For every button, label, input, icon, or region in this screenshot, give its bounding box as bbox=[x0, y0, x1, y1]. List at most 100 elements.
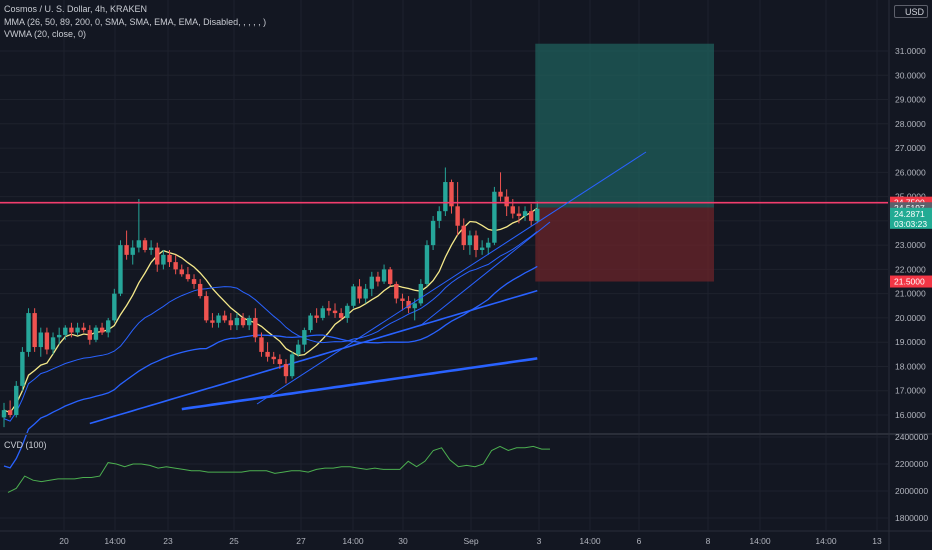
trendline-lower[interactable] bbox=[419, 221, 551, 327]
candle-down bbox=[155, 247, 160, 265]
candle-down bbox=[326, 308, 332, 311]
candle-up bbox=[56, 334, 62, 338]
grid bbox=[0, 0, 888, 530]
candle-up bbox=[418, 283, 424, 304]
candle-down bbox=[191, 279, 197, 284]
target-price-tag: 21.5000 bbox=[890, 275, 932, 288]
time-tick-label: 23 bbox=[163, 536, 173, 546]
candle-up bbox=[161, 254, 166, 265]
long-position-target-zone[interactable] bbox=[535, 43, 714, 208]
candle-up bbox=[486, 242, 491, 248]
candle-up bbox=[302, 330, 307, 345]
currency-button[interactable]: USD bbox=[894, 5, 928, 18]
candle-up bbox=[216, 315, 221, 323]
candle-up bbox=[535, 208, 540, 221]
candle-down bbox=[44, 332, 50, 350]
price-tick-label: 29.0000 bbox=[895, 95, 926, 105]
candle-up bbox=[351, 286, 356, 306]
candle-down bbox=[179, 269, 184, 275]
vwma-legend[interactable]: VWMA (20, close, 0) bbox=[4, 29, 87, 39]
cvd-axis[interactable]: 2400000 2200000 2000000 1800000 bbox=[895, 432, 928, 523]
target-price-tag-text: 21.5000 bbox=[894, 277, 925, 287]
current-price-tag-text: 03:03:23 bbox=[894, 219, 927, 229]
candle-down bbox=[253, 317, 258, 338]
price-tick-label: 19.0000 bbox=[895, 337, 926, 347]
candle-up bbox=[430, 220, 436, 246]
candle-up bbox=[522, 211, 528, 217]
candle-down bbox=[283, 364, 289, 377]
candle-down bbox=[222, 315, 227, 321]
time-tick-label: Sep bbox=[463, 536, 478, 546]
cvd-tick-label: 2200000 bbox=[895, 459, 928, 469]
cvd-line bbox=[7, 445, 550, 493]
candle-up bbox=[26, 313, 31, 352]
cvd-legend[interactable]: CVD (100) bbox=[4, 440, 47, 450]
candle-down bbox=[277, 359, 283, 365]
candle-up bbox=[247, 317, 252, 326]
candle-down bbox=[400, 298, 405, 301]
candle-up bbox=[130, 247, 135, 255]
candle-down bbox=[142, 240, 148, 250]
candle-up bbox=[412, 303, 417, 309]
candle-up bbox=[296, 344, 301, 355]
vwma-line bbox=[3, 207, 538, 414]
time-tick-label: 27 bbox=[296, 536, 306, 546]
time-tick-label: 3 bbox=[537, 536, 542, 546]
candle-up bbox=[93, 327, 99, 340]
candle-down bbox=[259, 337, 264, 352]
candle-up bbox=[369, 276, 374, 289]
candle-down bbox=[99, 327, 105, 333]
candle-down bbox=[124, 245, 129, 255]
candle-up bbox=[20, 351, 25, 386]
candle-down bbox=[32, 313, 37, 348]
candle-down bbox=[332, 310, 338, 314]
candle-up bbox=[50, 337, 56, 350]
candle-up bbox=[38, 332, 43, 348]
candle-up bbox=[320, 308, 325, 318]
time-tick-label: 25 bbox=[229, 536, 239, 546]
price-tick-label: 26.0000 bbox=[895, 167, 926, 177]
candle-up bbox=[492, 191, 497, 243]
candle-up bbox=[363, 288, 368, 299]
candle-down bbox=[240, 317, 246, 326]
candle-down bbox=[406, 300, 411, 309]
price-tick-label: 21.0000 bbox=[895, 289, 926, 299]
candle-down bbox=[314, 315, 319, 318]
candle-down bbox=[210, 320, 215, 323]
time-tick-label: 6 bbox=[637, 536, 642, 546]
symbol-legend[interactable]: Cosmos / U. S. Dollar, 4h, KRAKEN bbox=[4, 4, 148, 14]
mma-legend[interactable]: MMA (26, 50, 89, 200, 0, SMA, SMA, EMA, … bbox=[4, 17, 267, 27]
candle-up bbox=[381, 269, 387, 282]
time-axis[interactable]: 20 14:00 23 25 27 14:00 30 Sep 3 14:00 6 8 14:00 14:0… bbox=[0, 530, 932, 546]
candle-down bbox=[338, 313, 344, 318]
candle-up bbox=[437, 211, 442, 221]
time-tick-label: 14:00 bbox=[342, 536, 364, 546]
candle-up bbox=[75, 327, 80, 333]
candle-down bbox=[449, 182, 454, 207]
candle-up bbox=[118, 245, 123, 294]
candle-down bbox=[516, 213, 522, 217]
price-tick-label: 17.0000 bbox=[895, 386, 926, 396]
price-tick-label: 27.0000 bbox=[895, 143, 926, 153]
price-tick-label: 20.0000 bbox=[895, 313, 926, 323]
candle-up bbox=[308, 315, 313, 331]
candle-down bbox=[271, 356, 276, 360]
candle-up bbox=[112, 293, 117, 321]
candle-up bbox=[424, 245, 430, 284]
price-tick-label: 31.0000 bbox=[895, 46, 926, 56]
price-axis[interactable]: 31.0000 30.0000 29.0000 28.0000 27.0000 26.00… bbox=[888, 0, 926, 550]
candle-down bbox=[87, 330, 93, 340]
long-position-stop-zone[interactable] bbox=[535, 207, 714, 282]
candle-down bbox=[167, 254, 172, 263]
candle-up bbox=[63, 327, 68, 335]
trendline-upper[interactable] bbox=[256, 151, 647, 405]
candle-down bbox=[387, 269, 393, 284]
candle-down bbox=[455, 206, 460, 226]
candle-down bbox=[504, 196, 509, 207]
moving-averages bbox=[3, 207, 538, 469]
ma-89-line bbox=[89, 289, 538, 425]
time-tick-label: 14:00 bbox=[815, 536, 837, 546]
price-tick-label: 30.0000 bbox=[895, 70, 926, 80]
price-tick-label: 16.0000 bbox=[895, 410, 926, 420]
